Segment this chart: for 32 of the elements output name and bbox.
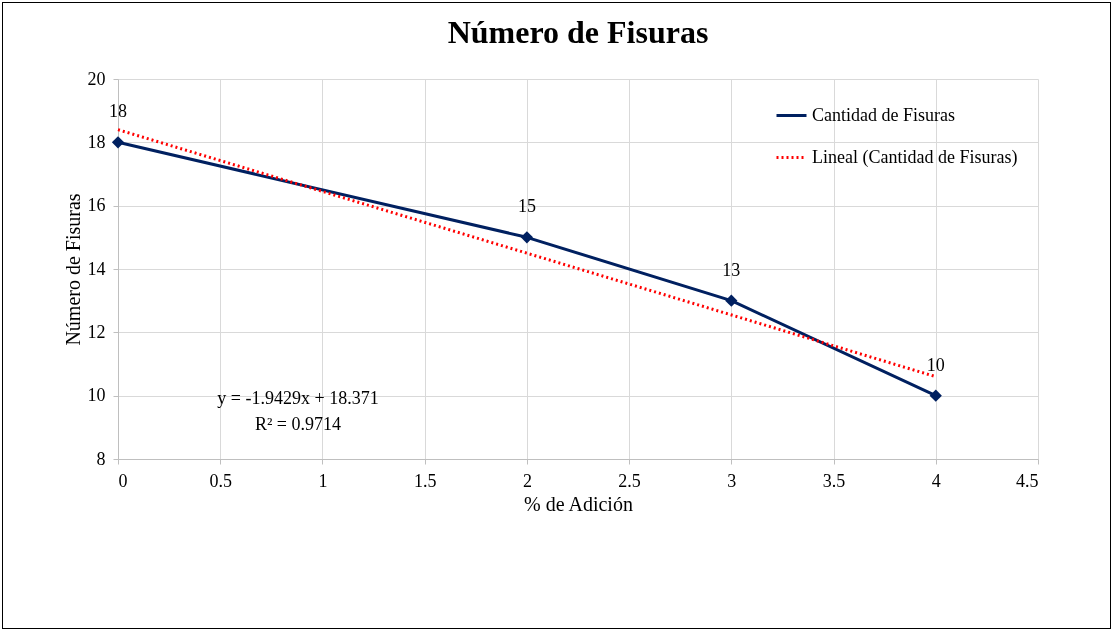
x-tick-label: 0 (118, 470, 128, 491)
x-tick-label: 1 (318, 470, 328, 491)
x-tick-label: 4 (931, 470, 941, 491)
x-tick-label: 2.5 (618, 470, 641, 491)
data-label: 18 (109, 101, 127, 122)
legend-label: Cantidad de Fisuras (812, 104, 955, 125)
y-tick-label: 8 (96, 448, 106, 469)
x-tick-label: 2 (522, 470, 532, 491)
legend-label: Lineal (Cantidad de Fisuras) (812, 146, 1018, 168)
x-axis-title: % de Adición (524, 492, 633, 515)
annotation: R² = 0.9714 (254, 414, 342, 434)
chart-title: Número de Fisuras (447, 14, 709, 50)
y-tick-label: 12 (87, 321, 106, 342)
y-tick-label: 18 (87, 131, 106, 152)
data-label: 13 (722, 259, 741, 280)
annotation: y = -1.9429x + 18.371 (217, 388, 379, 408)
data-label: 15 (517, 196, 536, 217)
point (111, 136, 125, 149)
point (725, 294, 738, 307)
point (520, 231, 534, 244)
x-tick-label: 3 (727, 470, 737, 491)
x-tick-label: 1.5 (413, 470, 437, 491)
point (929, 389, 942, 402)
x-tick-label: 3.5 (822, 470, 846, 491)
y-axis-title: Número de Fisuras (61, 193, 84, 346)
x-tick-label: 0.5 (209, 470, 232, 491)
y-tick-label: 10 (87, 385, 106, 406)
data-label: 10 (926, 354, 945, 375)
y-tick-label: 14 (87, 258, 106, 279)
y-tick-label: 20 (87, 68, 106, 89)
x-tick-label: 4.5 (1016, 470, 1039, 491)
y-tick-label: 16 (87, 195, 106, 216)
